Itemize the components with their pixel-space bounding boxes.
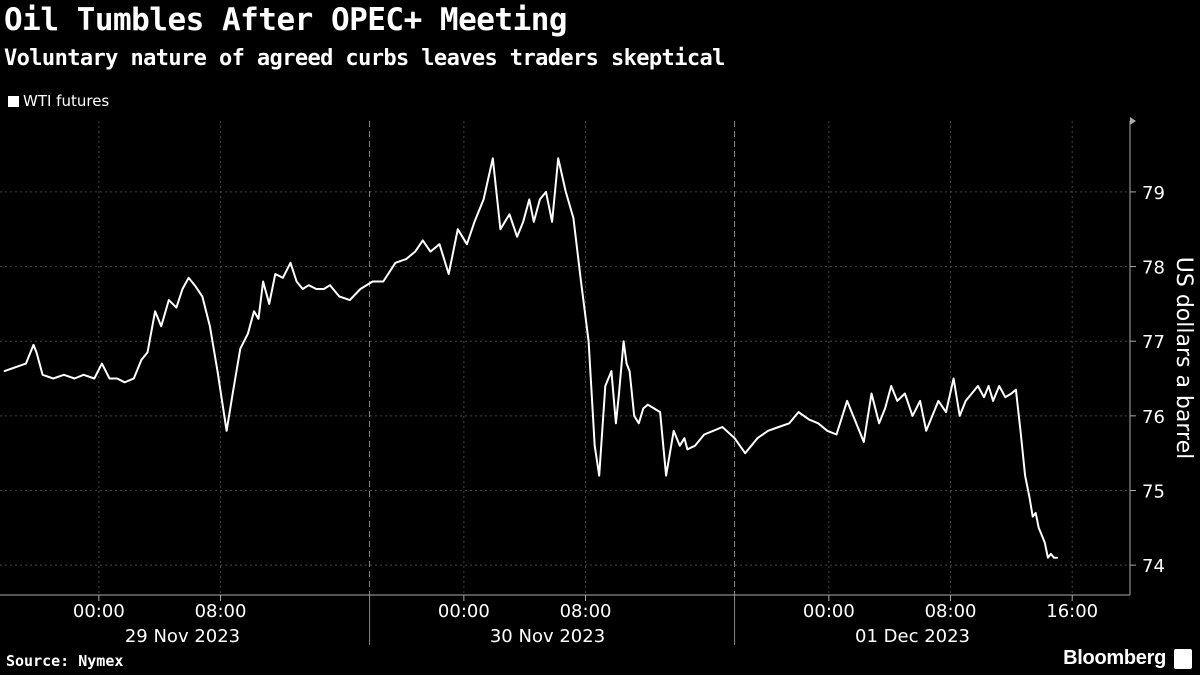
bloomberg-mark-icon bbox=[1174, 649, 1192, 669]
y-tick-label: 75 bbox=[1142, 481, 1165, 502]
day-label: 30 Nov 2023 bbox=[490, 626, 605, 647]
series-line-wti-futures bbox=[3, 157, 1058, 559]
y-tick-label: 79 bbox=[1142, 183, 1165, 204]
day-label: 29 Nov 2023 bbox=[125, 626, 240, 647]
chart-subtitle: Voluntary nature of agreed curbs leaves … bbox=[4, 46, 725, 71]
y-tick-label: 76 bbox=[1142, 407, 1165, 428]
y-axis-arrow-icon bbox=[1130, 117, 1136, 125]
x-tick-label: 08:00 bbox=[925, 601, 977, 622]
x-tick-label: 00:00 bbox=[73, 601, 125, 622]
x-tick-label: 00:00 bbox=[803, 601, 855, 622]
y-tick-label: 78 bbox=[1142, 258, 1165, 279]
legend-label: WTI futures bbox=[23, 92, 110, 110]
legend: WTI futures bbox=[8, 92, 109, 110]
source-note: Source: Nymex bbox=[6, 652, 124, 670]
x-tick-label: 16:00 bbox=[1046, 601, 1098, 622]
y-tick-label: 77 bbox=[1142, 332, 1165, 353]
x-tick-label: 00:00 bbox=[438, 601, 490, 622]
x-tick-label: 08:00 bbox=[195, 601, 247, 622]
y-tick-label: 74 bbox=[1142, 556, 1165, 577]
legend-swatch bbox=[8, 95, 19, 107]
bloomberg-logo: Bloomberg bbox=[1063, 647, 1166, 669]
y-axis-title: US dollars a barrel bbox=[1171, 257, 1196, 459]
day-label: 01 Dec 2023 bbox=[855, 626, 970, 647]
x-tick-label: 08:00 bbox=[560, 601, 612, 622]
chart-title: Oil Tumbles After OPEC+ Meeting bbox=[4, 2, 568, 38]
